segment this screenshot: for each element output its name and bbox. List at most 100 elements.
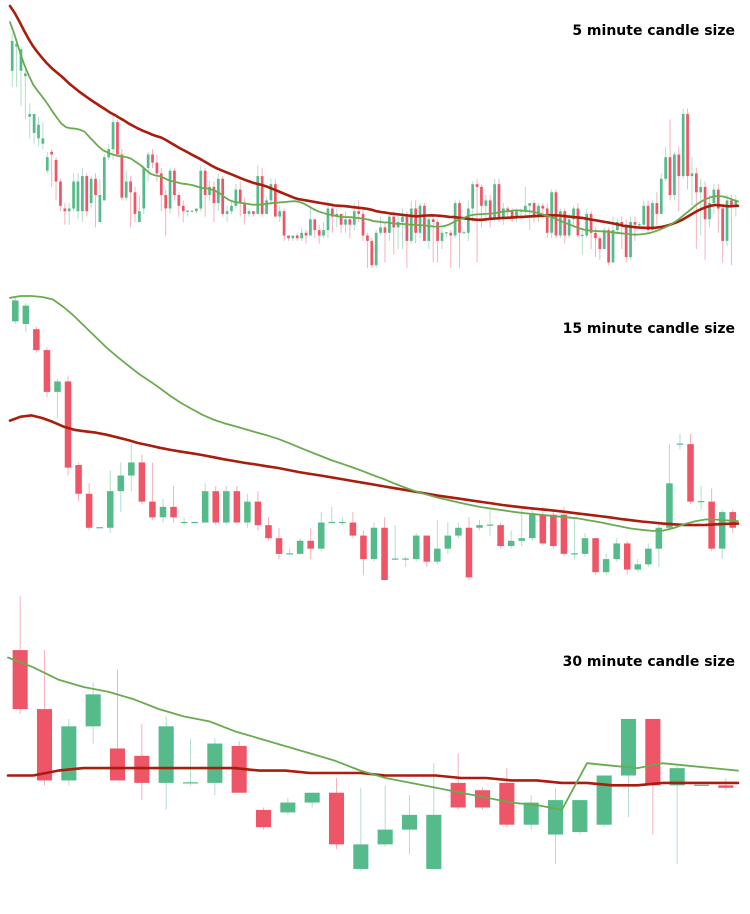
candle-body-bullish <box>611 230 615 263</box>
candle-body-bullish <box>309 219 312 236</box>
candle-body-bullish <box>401 814 418 830</box>
candle-body-bearish <box>474 790 491 808</box>
candle-body-bearish <box>730 200 733 206</box>
candle-body-bearish <box>265 525 272 539</box>
candle-body-bearish <box>499 782 515 825</box>
candle-body-bearish <box>212 491 220 523</box>
candle-body-bearish <box>554 192 558 236</box>
candle-body-bearish <box>36 709 53 781</box>
candle-body-bearish <box>151 154 154 163</box>
candle-body-bearish <box>243 203 246 214</box>
candle-body-bullish <box>186 210 189 212</box>
candle-body-bullish <box>634 564 642 570</box>
candle-body-bullish <box>225 211 229 214</box>
candle-body-bearish <box>655 203 659 214</box>
slow-moving-average-line <box>8 414 740 527</box>
candle-body-bearish <box>50 151 54 155</box>
candle-body-bullish <box>10 41 14 71</box>
candle-body-bullish <box>142 168 146 209</box>
candle-body-bullish <box>507 540 515 547</box>
fast-moving-average-line <box>7 656 739 811</box>
candle-body-bullish <box>502 208 505 220</box>
candle-body-bullish <box>613 543 620 560</box>
candle-body-bearish <box>560 514 568 554</box>
candle-body-bearish <box>275 538 283 554</box>
candle-body-bearish <box>203 170 207 195</box>
candle-body-bullish <box>453 203 457 236</box>
candle-body-bullish <box>518 538 525 541</box>
candle-body-bearish <box>694 173 698 193</box>
candle-body-bullish <box>353 844 369 869</box>
candle-body-bullish <box>28 114 32 117</box>
candle-body-bullish <box>387 216 391 233</box>
candle-body-bullish <box>673 154 676 195</box>
candle-body-bearish <box>328 792 345 845</box>
candle-body-bullish <box>117 475 125 492</box>
candle-body-bullish <box>559 211 562 236</box>
candle-body-bearish <box>592 538 599 573</box>
candle-body-bearish <box>238 189 242 204</box>
candle-body-bearish <box>703 186 707 220</box>
candle-body-bullish <box>201 491 209 523</box>
candle-body-bullish <box>377 829 393 845</box>
candle-body-bullish <box>734 200 738 206</box>
candle-body-bullish <box>159 506 167 518</box>
candle-body-bullish <box>291 235 295 239</box>
candle-body-bullish <box>581 538 589 554</box>
candle-body-bullish <box>676 443 684 445</box>
candle-body-bullish <box>718 512 726 549</box>
candle-body-bullish <box>199 170 203 209</box>
candle-body-bullish <box>645 548 652 565</box>
candle-body-bullish <box>32 114 36 133</box>
candle-body-bullish <box>659 178 663 214</box>
candle-body-bullish <box>642 205 646 225</box>
candle-body-bearish <box>449 232 453 236</box>
candle-body-bearish <box>414 208 418 233</box>
candle-body-bearish <box>64 381 72 468</box>
candle-body-bearish <box>307 540 314 549</box>
candle-body-bullish <box>96 527 103 529</box>
candle-body-bullish <box>72 181 75 209</box>
candle-body-bearish <box>116 122 119 155</box>
candle-body-bullish <box>216 178 220 204</box>
candle-body-bullish <box>664 157 667 179</box>
candle-body-bearish <box>480 186 483 206</box>
candle-body-bullish <box>12 300 19 322</box>
candle-body-bearish <box>94 178 97 195</box>
candle-body-bullish <box>666 483 673 528</box>
candle-body-bullish <box>247 211 251 214</box>
candle-body-bullish <box>693 784 710 786</box>
candle-body-bearish <box>75 465 82 494</box>
candle-body-bullish <box>708 203 711 220</box>
candle-body-bearish <box>287 235 290 239</box>
candle-body-bearish <box>330 208 334 217</box>
candle-body-bearish <box>109 748 126 781</box>
candle-body-bearish <box>295 235 299 239</box>
candle-body-bearish <box>716 189 720 209</box>
candle-body-bullish <box>265 200 268 214</box>
candle-body-bearish <box>465 527 473 578</box>
candle-body-bearish <box>506 208 510 212</box>
candle-body-bullish <box>106 491 114 528</box>
candle-body-bullish <box>269 184 273 201</box>
candle-body-bearish <box>255 809 272 828</box>
candle-body-bearish <box>12 650 28 710</box>
candle-body-bullish <box>244 501 251 523</box>
candle-body-bearish <box>381 527 388 580</box>
candle-body-bullish <box>725 200 729 241</box>
candle-body-bullish <box>81 176 84 212</box>
candle-body-bullish <box>401 216 404 222</box>
candle-body-bearish <box>423 535 431 562</box>
candle-body-bullish <box>22 305 30 324</box>
candle-body-bearish <box>646 205 650 231</box>
candle-body-bullish <box>85 694 101 727</box>
candle-body-bearish <box>620 222 624 225</box>
candle-body-bullish <box>391 558 399 560</box>
candle-body-bullish <box>602 230 606 249</box>
candle-body-bearish <box>370 240 374 266</box>
candle-body-bullish <box>567 219 571 236</box>
candle-body-bullish <box>317 522 325 549</box>
candle-body-bullish <box>300 232 303 239</box>
candle-body-bullish <box>182 782 199 784</box>
